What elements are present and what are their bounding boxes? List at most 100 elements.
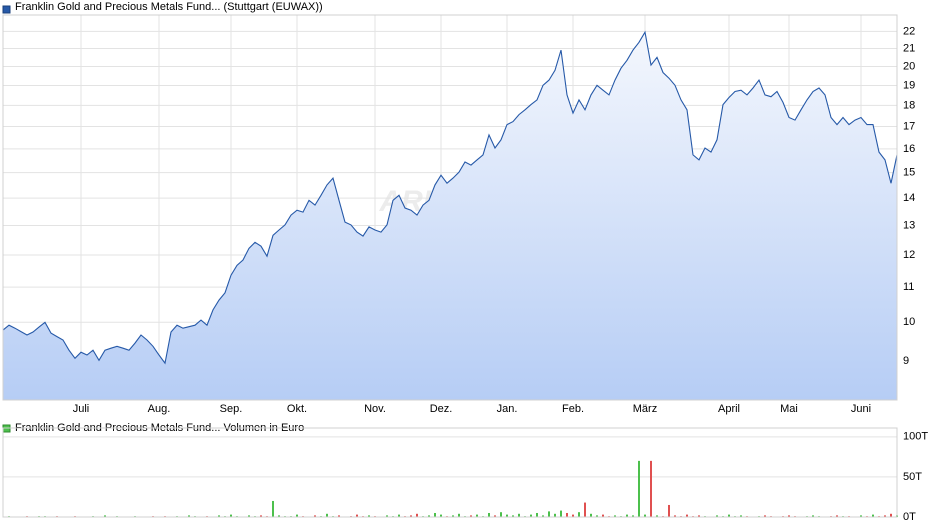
y-tick-label: 10 bbox=[903, 316, 915, 328]
volume-bar bbox=[416, 513, 418, 517]
price-line bbox=[2, 30, 898, 365]
volume-bar bbox=[248, 515, 250, 517]
x-tick-label: Jan. bbox=[497, 403, 518, 415]
volume-bar bbox=[542, 515, 544, 517]
volume-bar bbox=[440, 514, 442, 517]
x-tick-label: Juni bbox=[851, 403, 871, 415]
volume-bar bbox=[578, 512, 580, 517]
x-tick-label: Aug. bbox=[148, 403, 171, 415]
y-tick-label: 9 bbox=[903, 355, 909, 367]
volume-bar bbox=[602, 514, 604, 517]
x-tick-label: Juli bbox=[73, 403, 90, 415]
volume-bar bbox=[644, 514, 646, 517]
volume-bar bbox=[764, 515, 766, 517]
volume-bar bbox=[296, 514, 298, 517]
volume-bar bbox=[530, 514, 532, 517]
x-tick-label: Dez. bbox=[430, 403, 453, 415]
volume-bar bbox=[188, 515, 190, 517]
y-tick-label: 20 bbox=[903, 60, 915, 72]
volume-bar bbox=[506, 514, 508, 517]
volume-bar bbox=[518, 513, 520, 517]
volume-bar bbox=[554, 513, 556, 517]
y-tick-label: 18 bbox=[903, 99, 915, 111]
volume-bar bbox=[548, 511, 550, 517]
y-tick-label: 100T bbox=[903, 431, 928, 443]
volume-bar bbox=[104, 515, 106, 517]
volume-bar bbox=[434, 512, 436, 517]
volume-bar bbox=[218, 515, 220, 517]
volume-bar bbox=[314, 515, 316, 517]
x-tick-label: Feb. bbox=[562, 403, 584, 415]
plot-frame bbox=[2, 427, 898, 518]
volume-bar bbox=[458, 513, 460, 517]
volume-bar bbox=[488, 512, 490, 517]
y-tick-label: 50T bbox=[903, 471, 922, 483]
volume-bar bbox=[674, 515, 676, 517]
x-tick-label: März bbox=[633, 403, 657, 415]
volume-bar bbox=[788, 515, 790, 517]
area bbox=[3, 32, 897, 400]
volume-bar bbox=[890, 513, 892, 517]
y-tick-label: 19 bbox=[903, 79, 915, 91]
volume-bar bbox=[740, 515, 742, 517]
volume-bar bbox=[596, 515, 598, 517]
volume-bar bbox=[590, 513, 592, 517]
volume-bar bbox=[470, 515, 472, 517]
volume-bar bbox=[398, 514, 400, 517]
volume-bar bbox=[668, 504, 670, 517]
volume-bar bbox=[410, 515, 412, 517]
volume-bar bbox=[452, 515, 454, 517]
y-tick-label: 14 bbox=[903, 192, 915, 204]
x-tick-label: April bbox=[718, 403, 740, 415]
volume-bar bbox=[872, 514, 874, 517]
volume-bar bbox=[638, 460, 640, 517]
y-tick-label: 17 bbox=[903, 120, 915, 132]
x-tick-label: Okt. bbox=[287, 403, 307, 415]
volume-bar bbox=[584, 502, 586, 517]
volume-bar bbox=[728, 514, 730, 517]
volume-bar bbox=[656, 515, 658, 517]
x-tick-label: Sep. bbox=[220, 403, 243, 415]
volume-bar bbox=[566, 512, 568, 517]
volume-bar bbox=[476, 514, 478, 517]
volume-bar bbox=[836, 515, 838, 517]
y-tick-label: 12 bbox=[903, 249, 915, 261]
volume-bar bbox=[632, 515, 634, 517]
volume-bar bbox=[536, 512, 538, 517]
y-tick-label: 0T bbox=[903, 511, 916, 523]
volume-bar bbox=[356, 514, 358, 517]
x-tick-label: Mai bbox=[780, 403, 798, 415]
volume-bar bbox=[386, 515, 388, 517]
volume-bar bbox=[278, 515, 280, 517]
volume-bar bbox=[512, 515, 514, 517]
y-tick-label: 13 bbox=[903, 219, 915, 231]
y-tick-label: 22 bbox=[903, 25, 915, 37]
y-tick-label: 16 bbox=[903, 143, 915, 155]
volume-bar bbox=[650, 460, 652, 517]
volume-bar bbox=[560, 510, 562, 517]
volume-bar bbox=[884, 515, 886, 517]
volume-bar bbox=[716, 515, 718, 517]
volume-bar bbox=[326, 513, 328, 517]
volume-bar bbox=[614, 515, 616, 517]
y-tick-label: 11 bbox=[903, 281, 914, 293]
volume-bar bbox=[368, 515, 370, 517]
volume-bar bbox=[338, 515, 340, 517]
y-tick-label: 21 bbox=[903, 42, 915, 54]
y-tick-label: 15 bbox=[903, 167, 915, 179]
volume-bar bbox=[812, 515, 814, 517]
volume-bar bbox=[260, 515, 262, 517]
legend-marker bbox=[2, 5, 11, 14]
volume-bar bbox=[428, 515, 430, 517]
volume-bar bbox=[500, 512, 502, 517]
volume-bar bbox=[230, 514, 232, 517]
legend-label: Franklin Gold and Precious Metals Fund..… bbox=[15, 1, 323, 13]
volume-bar bbox=[272, 500, 274, 517]
volume-bar bbox=[860, 515, 862, 517]
volume-bar bbox=[572, 514, 574, 517]
volume-bar bbox=[494, 515, 496, 517]
volume-bar bbox=[686, 514, 688, 517]
x-tick-label: Nov. bbox=[364, 403, 386, 415]
